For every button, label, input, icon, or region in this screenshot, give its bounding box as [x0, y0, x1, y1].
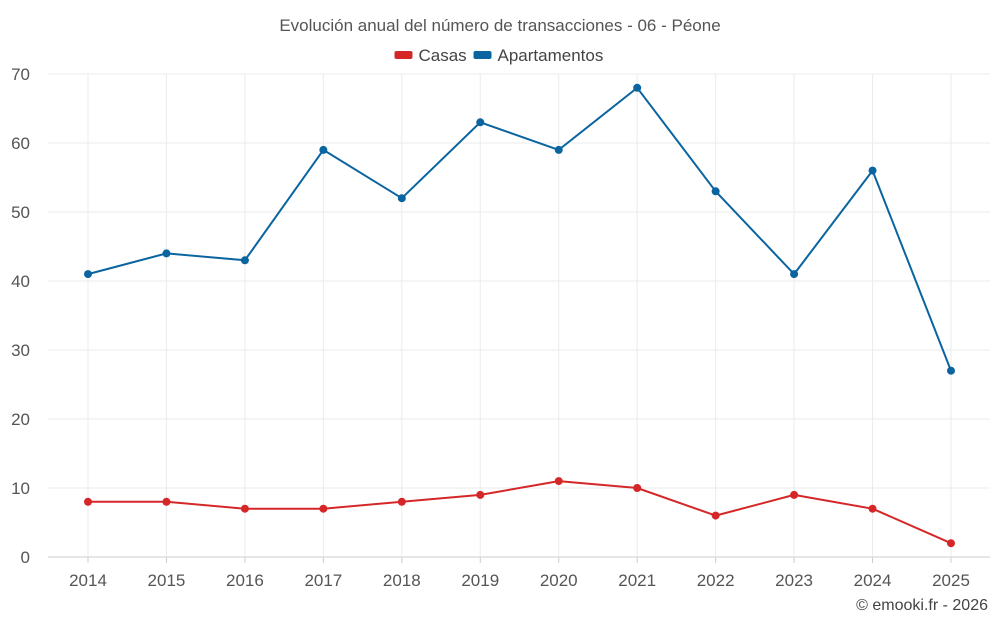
- legend-label: Casas: [419, 46, 467, 65]
- legend-swatch: [394, 51, 413, 59]
- data-point[interactable]: [554, 145, 563, 154]
- y-tick-label: 70: [11, 65, 30, 84]
- legend-label: Apartamentos: [498, 46, 604, 65]
- legend-swatch: [473, 51, 492, 59]
- data-point[interactable]: [319, 145, 328, 154]
- data-point[interactable]: [947, 366, 955, 375]
- data-point[interactable]: [868, 166, 877, 175]
- legend: Casas Apartamentos: [394, 46, 604, 65]
- x-tick-label: 2014: [69, 571, 107, 590]
- x-tick-label: 2015: [148, 571, 186, 590]
- data-point[interactable]: [633, 83, 642, 92]
- data-point[interactable]: [84, 497, 92, 506]
- data-point[interactable]: [84, 270, 92, 279]
- data-point[interactable]: [397, 497, 406, 506]
- series-line: [87, 86, 952, 372]
- y-axis: 0 10 20 30 40 50 60 70: [11, 65, 30, 567]
- x-tick-label: 2020: [540, 571, 578, 590]
- x-tick-label: 2018: [383, 571, 421, 590]
- legend-item-apartamentos[interactable]: Apartamentos: [473, 46, 604, 65]
- series-apartamentos: [84, 83, 955, 375]
- credit-text: © emooki.fr - 2026: [856, 597, 988, 614]
- x-tick-label: 2021: [618, 571, 656, 590]
- y-tick-label: 40: [11, 272, 30, 291]
- x-tick-label: 2025: [932, 571, 970, 590]
- chart-title: Evolución anual del número de transaccio…: [279, 16, 720, 35]
- data-point[interactable]: [947, 539, 955, 548]
- data-point[interactable]: [162, 249, 171, 258]
- data-point[interactable]: [476, 490, 485, 499]
- data-point[interactable]: [397, 194, 406, 203]
- data-point[interactable]: [868, 504, 877, 513]
- data-point[interactable]: [790, 490, 799, 499]
- y-tick-label: 50: [11, 203, 30, 222]
- y-tick-label: 30: [11, 341, 30, 360]
- x-tick-label: 2023: [775, 571, 813, 590]
- data-point[interactable]: [711, 187, 720, 196]
- x-tick-label: 2017: [304, 571, 342, 590]
- y-tick-label: 20: [11, 410, 30, 429]
- data-point[interactable]: [240, 504, 249, 513]
- series-line: [88, 480, 952, 545]
- x-tick-label: 2019: [461, 571, 499, 590]
- data-point[interactable]: [476, 118, 485, 127]
- x-tick-label: 2022: [697, 571, 735, 590]
- data-point[interactable]: [711, 511, 720, 520]
- series-group: [84, 83, 955, 548]
- x-tick-label: 2024: [854, 571, 892, 590]
- data-point[interactable]: [240, 256, 249, 265]
- series-casas: [84, 477, 955, 548]
- y-tick-label: 10: [11, 479, 30, 498]
- x-tick-label: 2016: [226, 571, 264, 590]
- legend-item-casas[interactable]: Casas: [394, 46, 467, 65]
- grid: [48, 73, 990, 558]
- y-tick-label: 60: [11, 134, 30, 153]
- data-point[interactable]: [162, 497, 171, 506]
- data-point[interactable]: [319, 504, 328, 513]
- data-point[interactable]: [554, 477, 563, 486]
- x-axis: 2014 2015 2016 2017 2018 2019 2020 2021 2022 2023…: [69, 557, 970, 590]
- data-point[interactable]: [790, 270, 799, 279]
- y-tick-label: 0: [21, 548, 30, 567]
- data-point[interactable]: [633, 484, 642, 492]
